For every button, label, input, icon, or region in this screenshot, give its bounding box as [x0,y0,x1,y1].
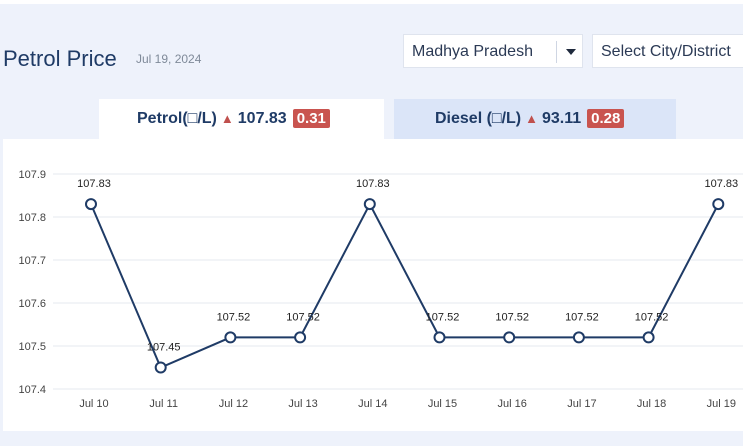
x-tick-label: Jul 16 [498,398,527,410]
data-label: 107.83 [77,178,111,190]
tab-diesel-label: Diesel (□/L) [435,110,522,127]
price-date: Jul 19, 2024 [136,52,202,66]
data-point [85,198,97,211]
tab-petrol-price: 107.83 [237,110,287,127]
y-tick-label: 107.4 [18,384,46,396]
data-label: 107.83 [356,178,390,190]
top-strip [0,0,743,4]
data-point [224,331,237,344]
data-label: 107.52 [286,311,320,323]
x-tick-label: Jul 11 [149,398,178,410]
x-tick-label: Jul 10 [79,398,108,410]
tab-diesel-price: 93.11 [542,110,582,127]
data-point [154,361,167,374]
data-point [503,331,516,344]
dropdown-separator [556,41,557,63]
chart-card: 107.9 107.8 107.7 107.6 107.5 107.4 Jul 10 Jul … [3,139,743,431]
data-point [712,198,725,211]
chevron-down-icon[interactable] [566,49,576,55]
state-dropdown[interactable]: Madhya Pradesh [403,34,583,68]
x-tick-label: Jul 17 [567,398,596,410]
y-tick-label: 107.7 [18,255,46,267]
data-label: 107.52 [635,311,669,323]
x-tick-label: Jul 14 [358,398,387,410]
x-tick-label: Jul 18 [637,398,666,410]
data-point [294,331,307,344]
x-tick-label: Jul 19 [707,398,736,410]
data-label: 107.52 [495,311,529,323]
data-point [433,331,446,344]
x-tick-label: Jul 13 [288,398,317,410]
series-line [90,201,720,369]
x-tick-label: Jul 12 [219,398,248,410]
data-label: 107.52 [426,311,460,323]
city-dropdown-placeholder: Select City/District [601,43,731,60]
data-point [572,331,585,344]
data-label: 107.45 [147,342,181,354]
data-label: 107.52 [565,311,599,323]
y-tick-label: 107.5 [18,341,46,353]
data-label: 107.83 [704,178,738,190]
y-tick-label: 107.9 [18,169,46,181]
tab-diesel[interactable]: Diesel (□/L) ▲ 93.11 0.28 [394,99,676,139]
up-arrow-icon: ▲ [220,111,234,126]
up-arrow-icon: ▲ [525,111,538,126]
tab-petrol[interactable]: Petrol(□/L) ▲ 107.83 0.31 [99,99,384,139]
tab-diesel-change-badge: 0.28 [587,109,625,128]
state-dropdown-value: Madhya Pradesh [412,43,533,60]
price-header: Petrol Price Jul 19, 2024 Madhya Pradesh… [0,24,743,94]
y-tick-label: 107.6 [18,298,46,310]
data-label: 107.52 [217,311,251,323]
price-line-chart: 107.9 107.8 107.7 107.6 107.5 107.4 Jul 10 Jul … [18,169,743,410]
y-tick-label: 107.8 [18,212,46,224]
tab-petrol-label: Petrol(□/L) [137,110,217,127]
data-point [642,331,655,344]
city-dropdown[interactable]: Select City/District [592,34,743,68]
tab-petrol-change-badge: 0.31 [292,109,330,128]
data-point [363,198,376,211]
x-tick-label: Jul 15 [428,398,457,410]
page-title: Petrol Price [3,46,117,71]
